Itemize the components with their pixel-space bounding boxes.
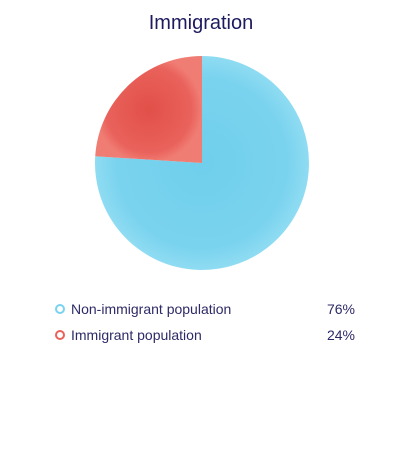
legend-marker-immigrant — [55, 330, 65, 340]
legend-value: 24% — [326, 327, 355, 343]
pie-slice-non-immigrant-population[interactable] — [95, 56, 310, 271]
legend-label: Immigrant population — [71, 327, 202, 343]
legend-value: 76% — [326, 301, 355, 317]
legend-item-immigrant[interactable]: Immigrant population 24% — [55, 322, 355, 348]
legend-marker-non-immigrant — [55, 304, 65, 314]
pie-svg — [95, 56, 310, 271]
legend-item-non-immigrant[interactable]: Non-immigrant population 76% — [55, 296, 355, 322]
legend-label: Non-immigrant population — [71, 301, 232, 317]
pie-slice-immigrant-population[interactable] — [95, 56, 202, 163]
chart-title: Immigration — [148, 12, 254, 34]
legend: Non-immigrant population 76% Immigrant p… — [55, 296, 355, 348]
